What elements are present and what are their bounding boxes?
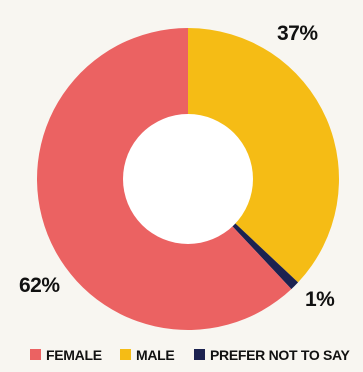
legend-item-prefer-not-to-say: PREFER NOT TO SAY xyxy=(194,347,351,363)
value-label-male: 37% xyxy=(277,22,318,45)
legend-item-female: FEMALE xyxy=(30,347,102,363)
donut-hole xyxy=(123,114,253,244)
legend-swatch-prefer-not-to-say xyxy=(194,349,205,360)
legend-label-male: MALE xyxy=(136,347,174,363)
legend-swatch-female xyxy=(30,349,41,360)
value-label-prefer-not-to-say: 1% xyxy=(305,288,335,311)
legend-label-prefer-not-to-say: PREFER NOT TO SAY xyxy=(210,347,351,363)
legend-item-male: MALE xyxy=(120,347,175,363)
legend-swatch-male xyxy=(120,349,131,360)
value-labels-group: 62% 37% 1% xyxy=(19,22,336,311)
slice-male xyxy=(188,28,339,283)
legend-label-female: FEMALE xyxy=(46,347,102,363)
legend: FEMALE MALE PREFER NOT TO SAY xyxy=(30,347,351,363)
value-label-female: 62% xyxy=(19,274,60,297)
